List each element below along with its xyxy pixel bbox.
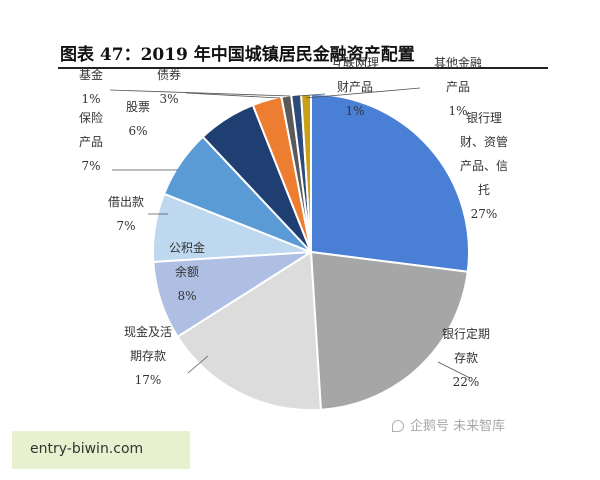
slice-label: 银行理财、资管产品、信托 27% xyxy=(460,111,508,221)
slice-category-label: 互联网理 xyxy=(331,56,379,70)
leader-lines xyxy=(109,87,471,379)
chart-title: 图表 47：2019 年中国城镇居民金融资产配置 xyxy=(60,45,415,65)
slice-category-label: 产品、信 xyxy=(460,159,508,173)
slice-label: 股票 6% xyxy=(126,100,150,138)
slice-value-label: 1% xyxy=(81,92,100,106)
slice-category-label: 期存款 xyxy=(130,349,166,363)
slice-category-label: 债券 xyxy=(157,67,181,82)
source-badge: entry-biwin.com xyxy=(12,431,190,469)
leader-line xyxy=(109,89,291,97)
pie-slices xyxy=(151,92,470,412)
slice-category-label: 基金 xyxy=(79,67,103,82)
slice-labels: 银行理财、资管产品、信托 27% 银行定期存款 22% 现金及活期存款 17% 公积金余额 8… xyxy=(79,55,508,389)
slice-value-label: 3% xyxy=(159,92,178,106)
pie-slice xyxy=(310,92,470,273)
slice-label: 保险产品 7% xyxy=(79,110,103,173)
slice-label: 公积金余额 8% xyxy=(169,240,205,303)
slice-category-label: 银行理 xyxy=(466,111,502,125)
slice-category-label: 产品 xyxy=(446,80,470,94)
watermark: 企鹅号 未来智库 xyxy=(392,415,505,434)
slice-category-label: 借出款 xyxy=(108,195,144,209)
slice-label: 其他金融产品 1% xyxy=(434,55,482,118)
slice-category-label: 产品 xyxy=(79,135,103,149)
leader-line xyxy=(297,93,326,97)
slice-value-label: 7% xyxy=(81,159,100,173)
source-badge-text: entry-biwin.com xyxy=(30,441,144,457)
slice-category-label: 余额 xyxy=(175,264,199,279)
slice-category-label: 存款 xyxy=(454,351,478,365)
slice-label: 银行定期存款 22% xyxy=(442,326,490,389)
slice-category-label: 财产品 xyxy=(337,80,373,94)
slice-value-label: 1% xyxy=(448,104,467,118)
slice-category-label: 其他金融 xyxy=(434,55,482,70)
slice-category-label: 保险 xyxy=(79,110,103,125)
slice-label: 现金及活期存款 17% xyxy=(124,324,172,387)
slice-value-label: 8% xyxy=(177,289,196,303)
title-divider xyxy=(58,67,548,69)
slice-category-label: 股票 xyxy=(126,100,150,114)
slice-value-label: 6% xyxy=(128,124,147,138)
slice-category-label: 财、资管 xyxy=(460,134,508,149)
slice-label: 借出款 7% xyxy=(108,195,144,233)
slice-category-label: 公积金 xyxy=(169,240,205,255)
leader-line xyxy=(187,355,209,374)
slice-label: 基金 1% xyxy=(79,67,103,106)
slice-value-label: 17% xyxy=(135,373,162,387)
slice-value-label: 1% xyxy=(345,104,364,118)
slice-label: 互联网理财产品 1% xyxy=(331,56,379,118)
slice-category-label: 现金及活 xyxy=(124,324,172,339)
slice-value-label: 7% xyxy=(116,219,135,233)
slice-value-label: 22% xyxy=(453,375,480,389)
slice-category-label: 托 xyxy=(478,183,490,197)
penguin-icon xyxy=(392,420,404,432)
leader-line xyxy=(437,361,471,379)
leader-line xyxy=(185,92,281,99)
leader-line xyxy=(305,87,421,99)
slice-category-label: 银行定期 xyxy=(442,326,490,341)
slice-label: 债券 3% xyxy=(157,67,181,106)
pie-slice xyxy=(300,92,312,253)
pie-slice xyxy=(309,250,469,411)
watermark-text: 企鹅号 未来智库 xyxy=(410,419,506,434)
slice-value-label: 27% xyxy=(471,207,498,221)
pie-slice xyxy=(176,250,322,412)
